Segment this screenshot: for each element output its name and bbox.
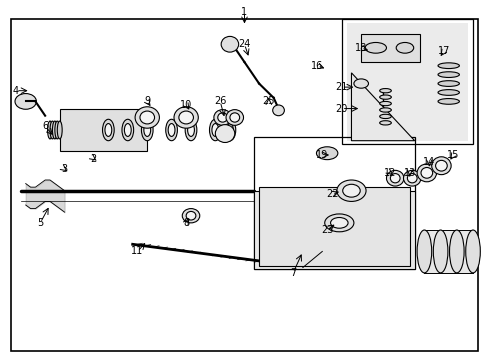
Bar <box>341 19 472 144</box>
Ellipse shape <box>185 119 197 141</box>
Text: 5: 5 <box>37 218 43 228</box>
Ellipse shape <box>50 121 55 139</box>
Ellipse shape <box>407 174 416 183</box>
Ellipse shape <box>389 174 399 183</box>
Ellipse shape <box>122 119 133 141</box>
Ellipse shape <box>272 105 284 116</box>
Text: 14: 14 <box>422 157 434 167</box>
Polygon shape <box>351 73 414 141</box>
Ellipse shape <box>226 123 233 136</box>
Bar <box>60 109 147 152</box>
Text: 8: 8 <box>183 218 189 228</box>
Ellipse shape <box>211 123 218 136</box>
Ellipse shape <box>379 114 390 118</box>
Text: 3: 3 <box>61 164 67 174</box>
Ellipse shape <box>168 123 175 136</box>
Ellipse shape <box>395 42 413 53</box>
Text: 25: 25 <box>262 96 274 107</box>
Text: 15: 15 <box>447 150 459 160</box>
Ellipse shape <box>47 121 52 139</box>
Text: 26: 26 <box>214 96 226 107</box>
Ellipse shape <box>221 36 238 52</box>
Ellipse shape <box>437 72 458 77</box>
Ellipse shape <box>435 160 447 171</box>
Bar <box>361 33 419 62</box>
Text: 4: 4 <box>13 86 19 96</box>
Ellipse shape <box>57 121 62 139</box>
Text: 10: 10 <box>180 100 192 110</box>
Text: 6: 6 <box>42 121 48 131</box>
Ellipse shape <box>215 125 234 143</box>
Ellipse shape <box>437 99 458 104</box>
Circle shape <box>15 94 36 109</box>
Ellipse shape <box>213 110 231 125</box>
Ellipse shape <box>141 119 153 141</box>
Ellipse shape <box>431 157 450 175</box>
Text: 18: 18 <box>354 43 366 53</box>
Ellipse shape <box>229 113 239 122</box>
Ellipse shape <box>437 81 458 86</box>
Ellipse shape <box>379 121 390 125</box>
Text: 1: 1 <box>241 7 247 17</box>
Text: 24: 24 <box>238 39 250 49</box>
Ellipse shape <box>437 90 458 95</box>
Text: 16: 16 <box>311 61 323 71</box>
Text: 7: 7 <box>289 268 296 278</box>
Text: 12: 12 <box>384 168 396 178</box>
Ellipse shape <box>186 211 196 220</box>
Text: 13: 13 <box>403 168 415 178</box>
Ellipse shape <box>224 119 235 141</box>
Ellipse shape <box>365 42 386 53</box>
Ellipse shape <box>316 147 337 159</box>
Text: 22: 22 <box>325 189 338 199</box>
Ellipse shape <box>353 79 368 88</box>
Ellipse shape <box>379 89 390 93</box>
Bar <box>346 23 467 141</box>
Ellipse shape <box>465 230 479 273</box>
Text: 19: 19 <box>316 150 328 160</box>
Ellipse shape <box>52 121 57 139</box>
Text: 11: 11 <box>131 247 143 256</box>
Ellipse shape <box>124 123 131 136</box>
Bar <box>254 191 414 269</box>
Ellipse shape <box>379 108 390 112</box>
Ellipse shape <box>448 230 463 273</box>
Ellipse shape <box>330 217 347 228</box>
Ellipse shape <box>174 107 198 128</box>
Ellipse shape <box>437 63 458 68</box>
Text: 23: 23 <box>320 225 333 235</box>
Ellipse shape <box>416 164 436 182</box>
Ellipse shape <box>217 113 227 122</box>
Ellipse shape <box>105 123 112 136</box>
Text: 9: 9 <box>144 96 150 107</box>
Ellipse shape <box>420 167 432 178</box>
Bar <box>424 230 472 273</box>
Ellipse shape <box>135 107 159 128</box>
Text: 2: 2 <box>90 154 97 163</box>
Ellipse shape <box>140 111 154 124</box>
Circle shape <box>336 180 366 202</box>
Ellipse shape <box>179 111 193 124</box>
Ellipse shape <box>432 230 447 273</box>
Ellipse shape <box>187 123 194 136</box>
Ellipse shape <box>416 230 431 273</box>
Ellipse shape <box>143 123 150 136</box>
Ellipse shape <box>55 121 60 139</box>
Ellipse shape <box>379 102 390 106</box>
Ellipse shape <box>165 119 177 141</box>
Text: 20: 20 <box>335 104 347 113</box>
Ellipse shape <box>379 95 390 99</box>
Ellipse shape <box>182 208 200 223</box>
Ellipse shape <box>386 170 403 186</box>
Circle shape <box>342 184 360 197</box>
Text: 17: 17 <box>437 46 449 57</box>
Ellipse shape <box>102 119 114 141</box>
Ellipse shape <box>225 110 243 125</box>
Ellipse shape <box>403 170 420 186</box>
Ellipse shape <box>324 214 353 232</box>
Ellipse shape <box>209 119 221 141</box>
Text: 21: 21 <box>335 82 347 92</box>
Bar <box>254 137 414 269</box>
Bar <box>259 187 409 266</box>
